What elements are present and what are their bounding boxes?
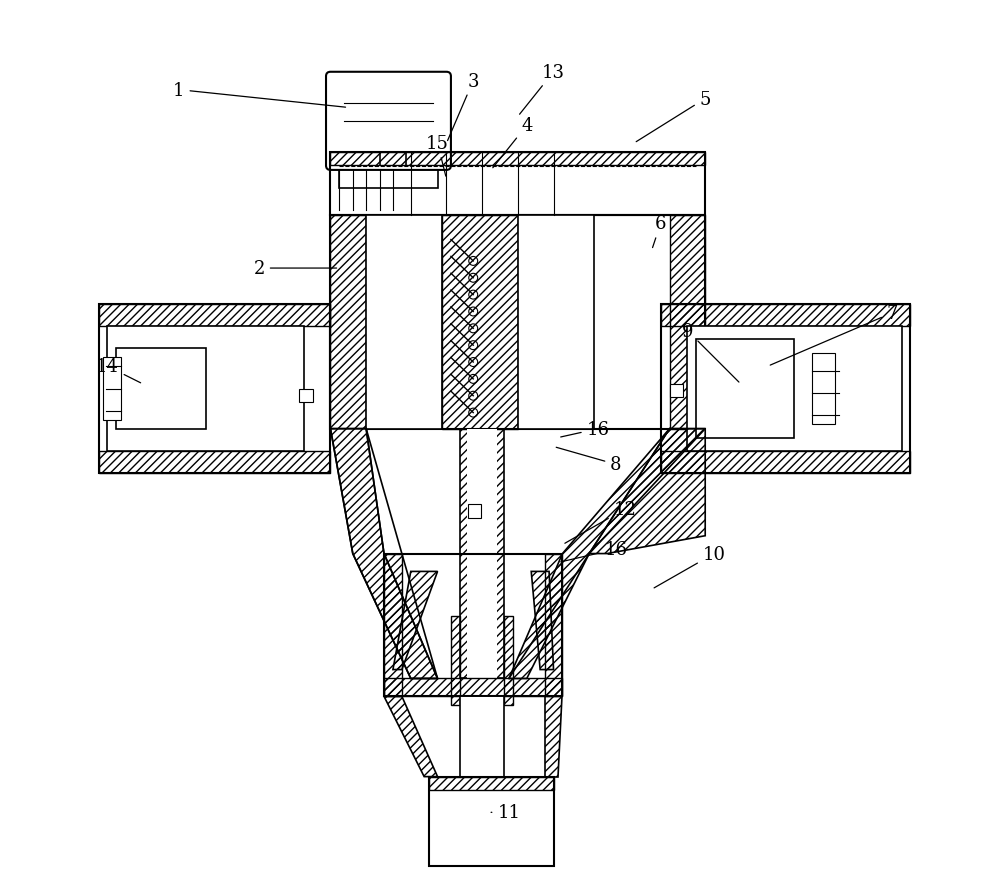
- Bar: [116, 349, 206, 429]
- Bar: [99, 304, 330, 326]
- Bar: [330, 215, 705, 429]
- Bar: [330, 153, 705, 166]
- Bar: [99, 451, 330, 474]
- Bar: [99, 304, 330, 474]
- Text: 14: 14: [96, 358, 141, 384]
- Text: 16: 16: [561, 541, 627, 562]
- Bar: [504, 616, 513, 705]
- Bar: [670, 215, 705, 429]
- Bar: [687, 326, 902, 451]
- Text: 2: 2: [253, 260, 337, 278]
- Text: 1: 1: [173, 81, 346, 108]
- Bar: [451, 616, 460, 705]
- FancyBboxPatch shape: [326, 72, 451, 171]
- Bar: [661, 451, 910, 474]
- Bar: [107, 326, 304, 451]
- Text: 16: 16: [561, 420, 610, 438]
- Text: 4: 4: [493, 117, 532, 169]
- Bar: [384, 554, 402, 696]
- Polygon shape: [330, 429, 438, 679]
- Bar: [661, 304, 910, 474]
- Text: 8: 8: [556, 448, 622, 474]
- Bar: [467, 429, 497, 679]
- Bar: [661, 304, 910, 326]
- Bar: [442, 215, 518, 429]
- Bar: [330, 153, 705, 215]
- Text: 13: 13: [520, 63, 565, 115]
- Bar: [460, 696, 504, 777]
- Bar: [103, 358, 121, 420]
- Text: 6: 6: [653, 215, 666, 249]
- Bar: [696, 340, 794, 438]
- Bar: [330, 215, 366, 429]
- Text: 10: 10: [654, 545, 726, 588]
- Bar: [339, 162, 438, 189]
- Bar: [429, 777, 554, 790]
- Bar: [299, 389, 313, 402]
- Text: 3: 3: [448, 72, 479, 141]
- Bar: [429, 777, 554, 866]
- Text: 12: 12: [565, 501, 636, 544]
- Text: 5: 5: [636, 90, 711, 142]
- Text: 9: 9: [682, 322, 739, 383]
- Bar: [670, 384, 683, 398]
- Bar: [468, 505, 481, 519]
- Bar: [518, 215, 594, 429]
- Bar: [366, 215, 442, 429]
- Text: 7: 7: [770, 304, 898, 366]
- Text: 11: 11: [491, 804, 520, 822]
- Text: 15: 15: [426, 135, 449, 177]
- Bar: [812, 353, 835, 425]
- Bar: [384, 554, 562, 696]
- Bar: [384, 679, 562, 696]
- Bar: [545, 554, 562, 696]
